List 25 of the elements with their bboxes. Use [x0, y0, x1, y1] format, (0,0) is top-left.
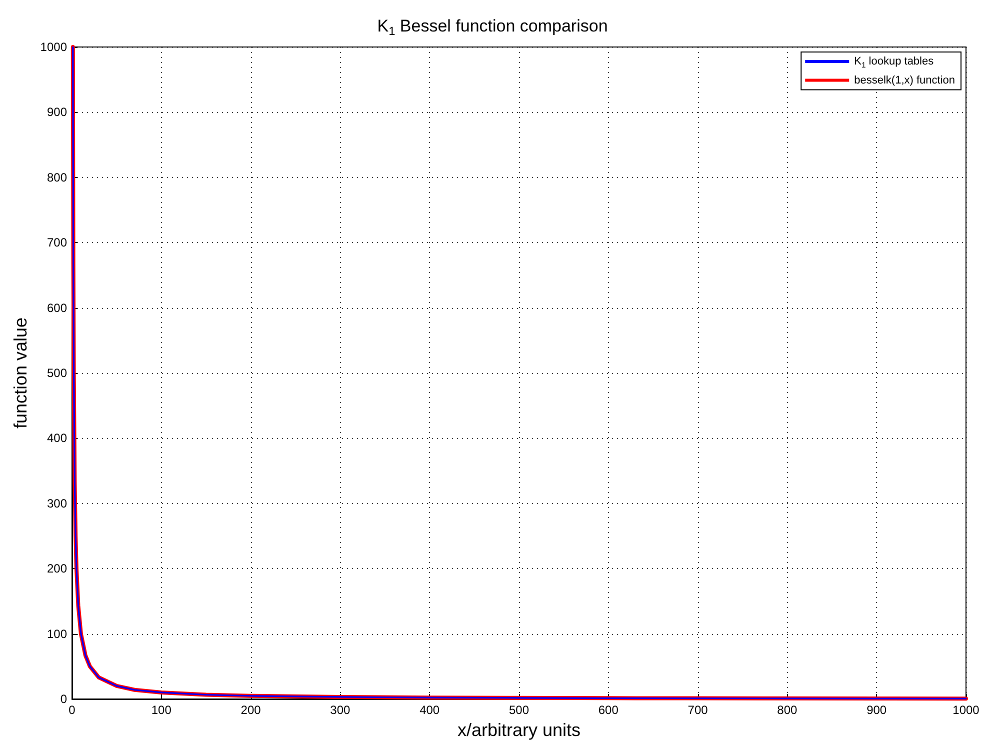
y-tick-label: 100: [46, 626, 68, 641]
x-tick-label: 400: [420, 703, 440, 717]
y-tick-label: 600: [46, 300, 68, 315]
x-tick-label: 500: [508, 703, 530, 717]
y-tick-label: 700: [46, 236, 68, 250]
y-tick-label: 0: [60, 692, 68, 706]
y-tick-label: 300: [46, 496, 68, 510]
x-axis-title: x/arbitrary units: [457, 720, 581, 740]
x-tick-label: 1000: [952, 703, 980, 717]
y-tick-label: 500: [46, 366, 68, 380]
x-tick-label: 700: [688, 703, 708, 717]
y-axis-title: function value: [10, 317, 30, 429]
x-tick-label: 100: [151, 703, 172, 717]
y-tick-label: 800: [46, 170, 68, 184]
y-tick-label: 400: [46, 431, 68, 446]
x-tick-label: 200: [240, 703, 262, 717]
legend-label: besselk(1,x) function: [854, 74, 956, 86]
x-tick-label: 600: [598, 703, 619, 717]
x-tick-label: 300: [330, 703, 351, 717]
y-tick-label: 200: [46, 562, 68, 576]
x-tick-label: 800: [777, 703, 798, 717]
y-tick-label: 1000: [40, 40, 68, 54]
x-tick-label: 900: [866, 703, 887, 717]
x-tick-label: 0: [68, 703, 76, 717]
y-tick-label: 900: [46, 105, 68, 120]
